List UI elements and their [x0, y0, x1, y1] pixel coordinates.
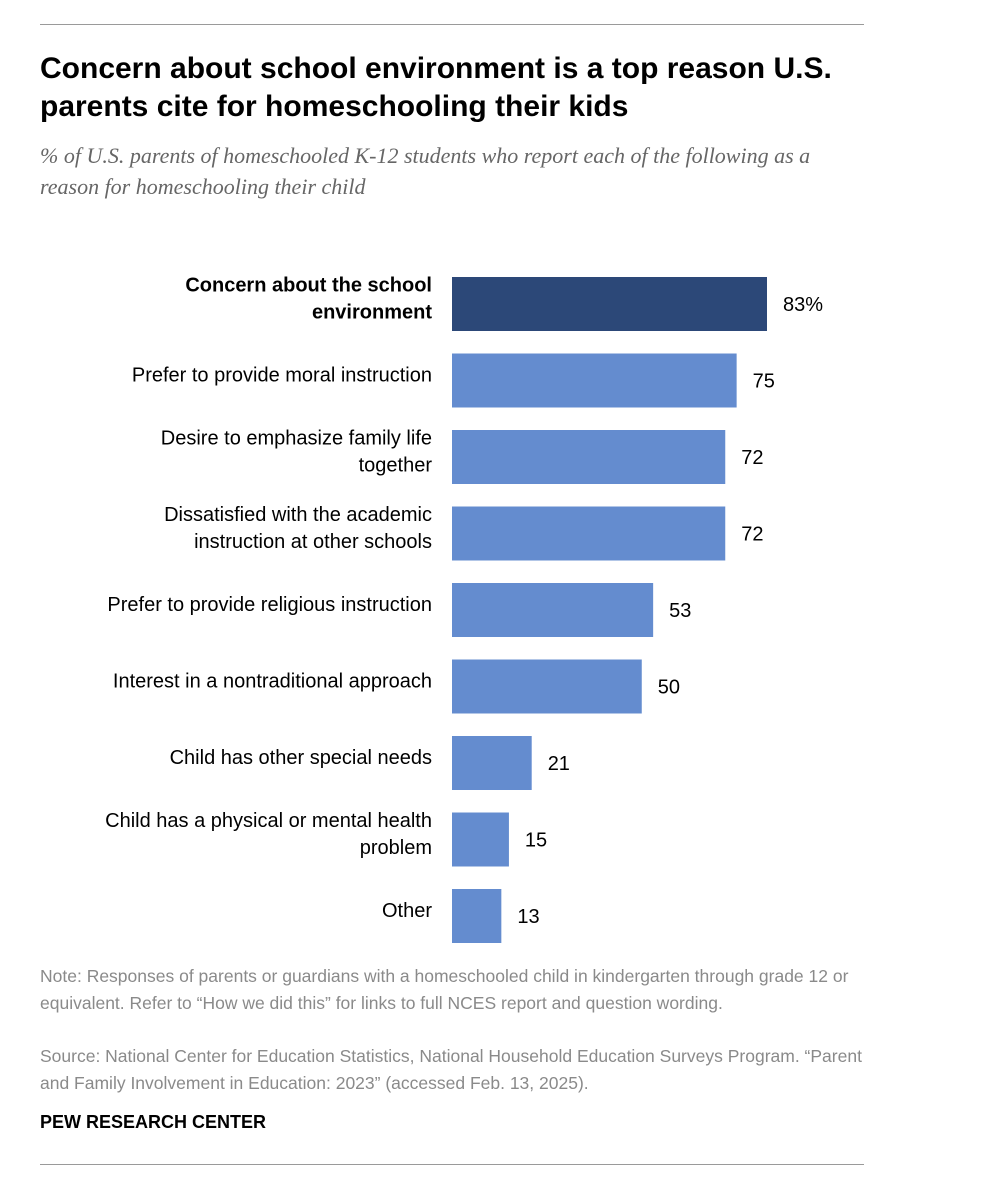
category-label-6: Child has other special needs — [170, 747, 432, 769]
value-label-4: 53 — [669, 600, 691, 622]
category-label-4: Prefer to provide religious instruction — [107, 594, 432, 616]
bar-chart: 83% Concern about the school environment 75… — [105, 275, 823, 943]
chart-subtitle: % of U.S. parents of homeschooled K-12 s… — [40, 143, 811, 199]
bar-8 — [452, 889, 502, 943]
top-rule — [40, 24, 864, 25]
value-label-3: 72 — [741, 524, 763, 546]
chart-source: Source: National Center for Education St… — [40, 1046, 862, 1093]
chart-title: Concern about school environment is a to… — [40, 52, 832, 123]
bar-2 — [452, 430, 726, 484]
category-label-3: Dissatisfied with the academic instructio… — [164, 504, 432, 553]
bar-7 — [452, 812, 509, 867]
bar-6 — [452, 736, 532, 790]
chart-note: Note: Responses of parents or guardians … — [40, 966, 849, 1013]
category-label-5: Interest in a nontraditional approach — [113, 671, 432, 693]
value-label-8: 13 — [517, 906, 539, 928]
bar-1 — [452, 353, 737, 408]
value-label-7: 15 — [525, 830, 547, 852]
bar-3 — [452, 506, 726, 561]
value-label-0: 83% — [783, 294, 823, 316]
value-label-6: 21 — [548, 753, 570, 775]
value-label-2: 72 — [741, 447, 763, 469]
bar-5 — [452, 659, 642, 714]
category-label-8: Other — [382, 900, 432, 922]
value-label-1: 75 — [753, 371, 775, 393]
category-label-1: Prefer to provide moral instruction — [132, 365, 432, 387]
brand-logo-text: PEW RESEARCH CENTER — [40, 1112, 267, 1132]
category-label-7: Child has a physical or mental health pro… — [105, 810, 432, 859]
category-label-0: Concern about the school environment — [185, 275, 432, 324]
bottom-rule — [40, 1164, 864, 1165]
bar-0 — [452, 277, 767, 331]
value-label-5: 50 — [658, 677, 680, 699]
category-label-2: Desire to emphasize family life together — [161, 428, 433, 477]
bar-4 — [452, 583, 654, 637]
